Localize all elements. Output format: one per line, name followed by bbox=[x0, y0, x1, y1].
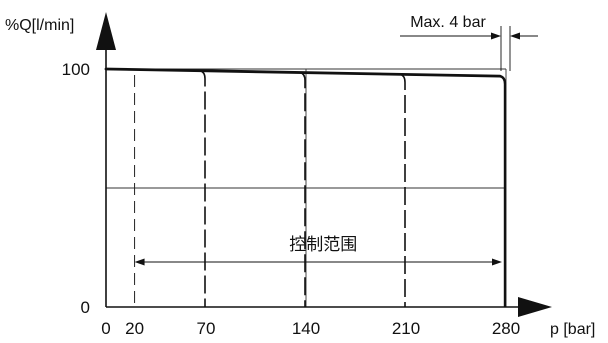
x-axis-label: p [bar] bbox=[550, 321, 595, 338]
y-tick-label-0: 0 bbox=[81, 298, 90, 317]
flow-curve bbox=[104, 67, 502, 78]
range-label: 控制范围 bbox=[289, 235, 357, 255]
max-label: Max. 4 bar bbox=[410, 14, 486, 31]
pressure-setting-210 bbox=[399, 73, 406, 307]
x-axis-arrow bbox=[518, 297, 552, 317]
max-arrow-left bbox=[491, 32, 501, 40]
y-tick-label-100: 100 bbox=[62, 60, 90, 79]
range-arrow-left bbox=[134, 258, 145, 266]
axes-group bbox=[96, 12, 552, 317]
x-tick-label-210: 210 bbox=[392, 319, 420, 338]
y-axis-label: %Q[l/min] bbox=[5, 17, 74, 34]
pressure-setting-group bbox=[134, 70, 507, 307]
x-tick-label-0: 0 bbox=[101, 319, 110, 338]
pressure-setting-70 bbox=[199, 70, 206, 307]
pressure-setting-140 bbox=[299, 71, 306, 307]
x-tick-label-20: 20 bbox=[125, 319, 144, 338]
grid-group bbox=[106, 68, 507, 307]
max-arrow-right bbox=[510, 32, 520, 40]
pressure-setting-280 bbox=[499, 74, 507, 307]
curve-group bbox=[104, 67, 502, 78]
x-tick-label-140: 140 bbox=[292, 319, 320, 338]
annotation-group: 控制范围 Max. 4 bar bbox=[134, 14, 538, 266]
x-tick-label-70: 70 bbox=[197, 319, 216, 338]
range-arrow-right bbox=[492, 258, 502, 266]
labels-group: 0 20 70 140 210 280 0 100 %Q[l/min] p [bar] bbox=[5, 17, 595, 338]
x-tick-label-280: 280 bbox=[492, 319, 520, 338]
y-axis-arrow bbox=[96, 12, 116, 50]
